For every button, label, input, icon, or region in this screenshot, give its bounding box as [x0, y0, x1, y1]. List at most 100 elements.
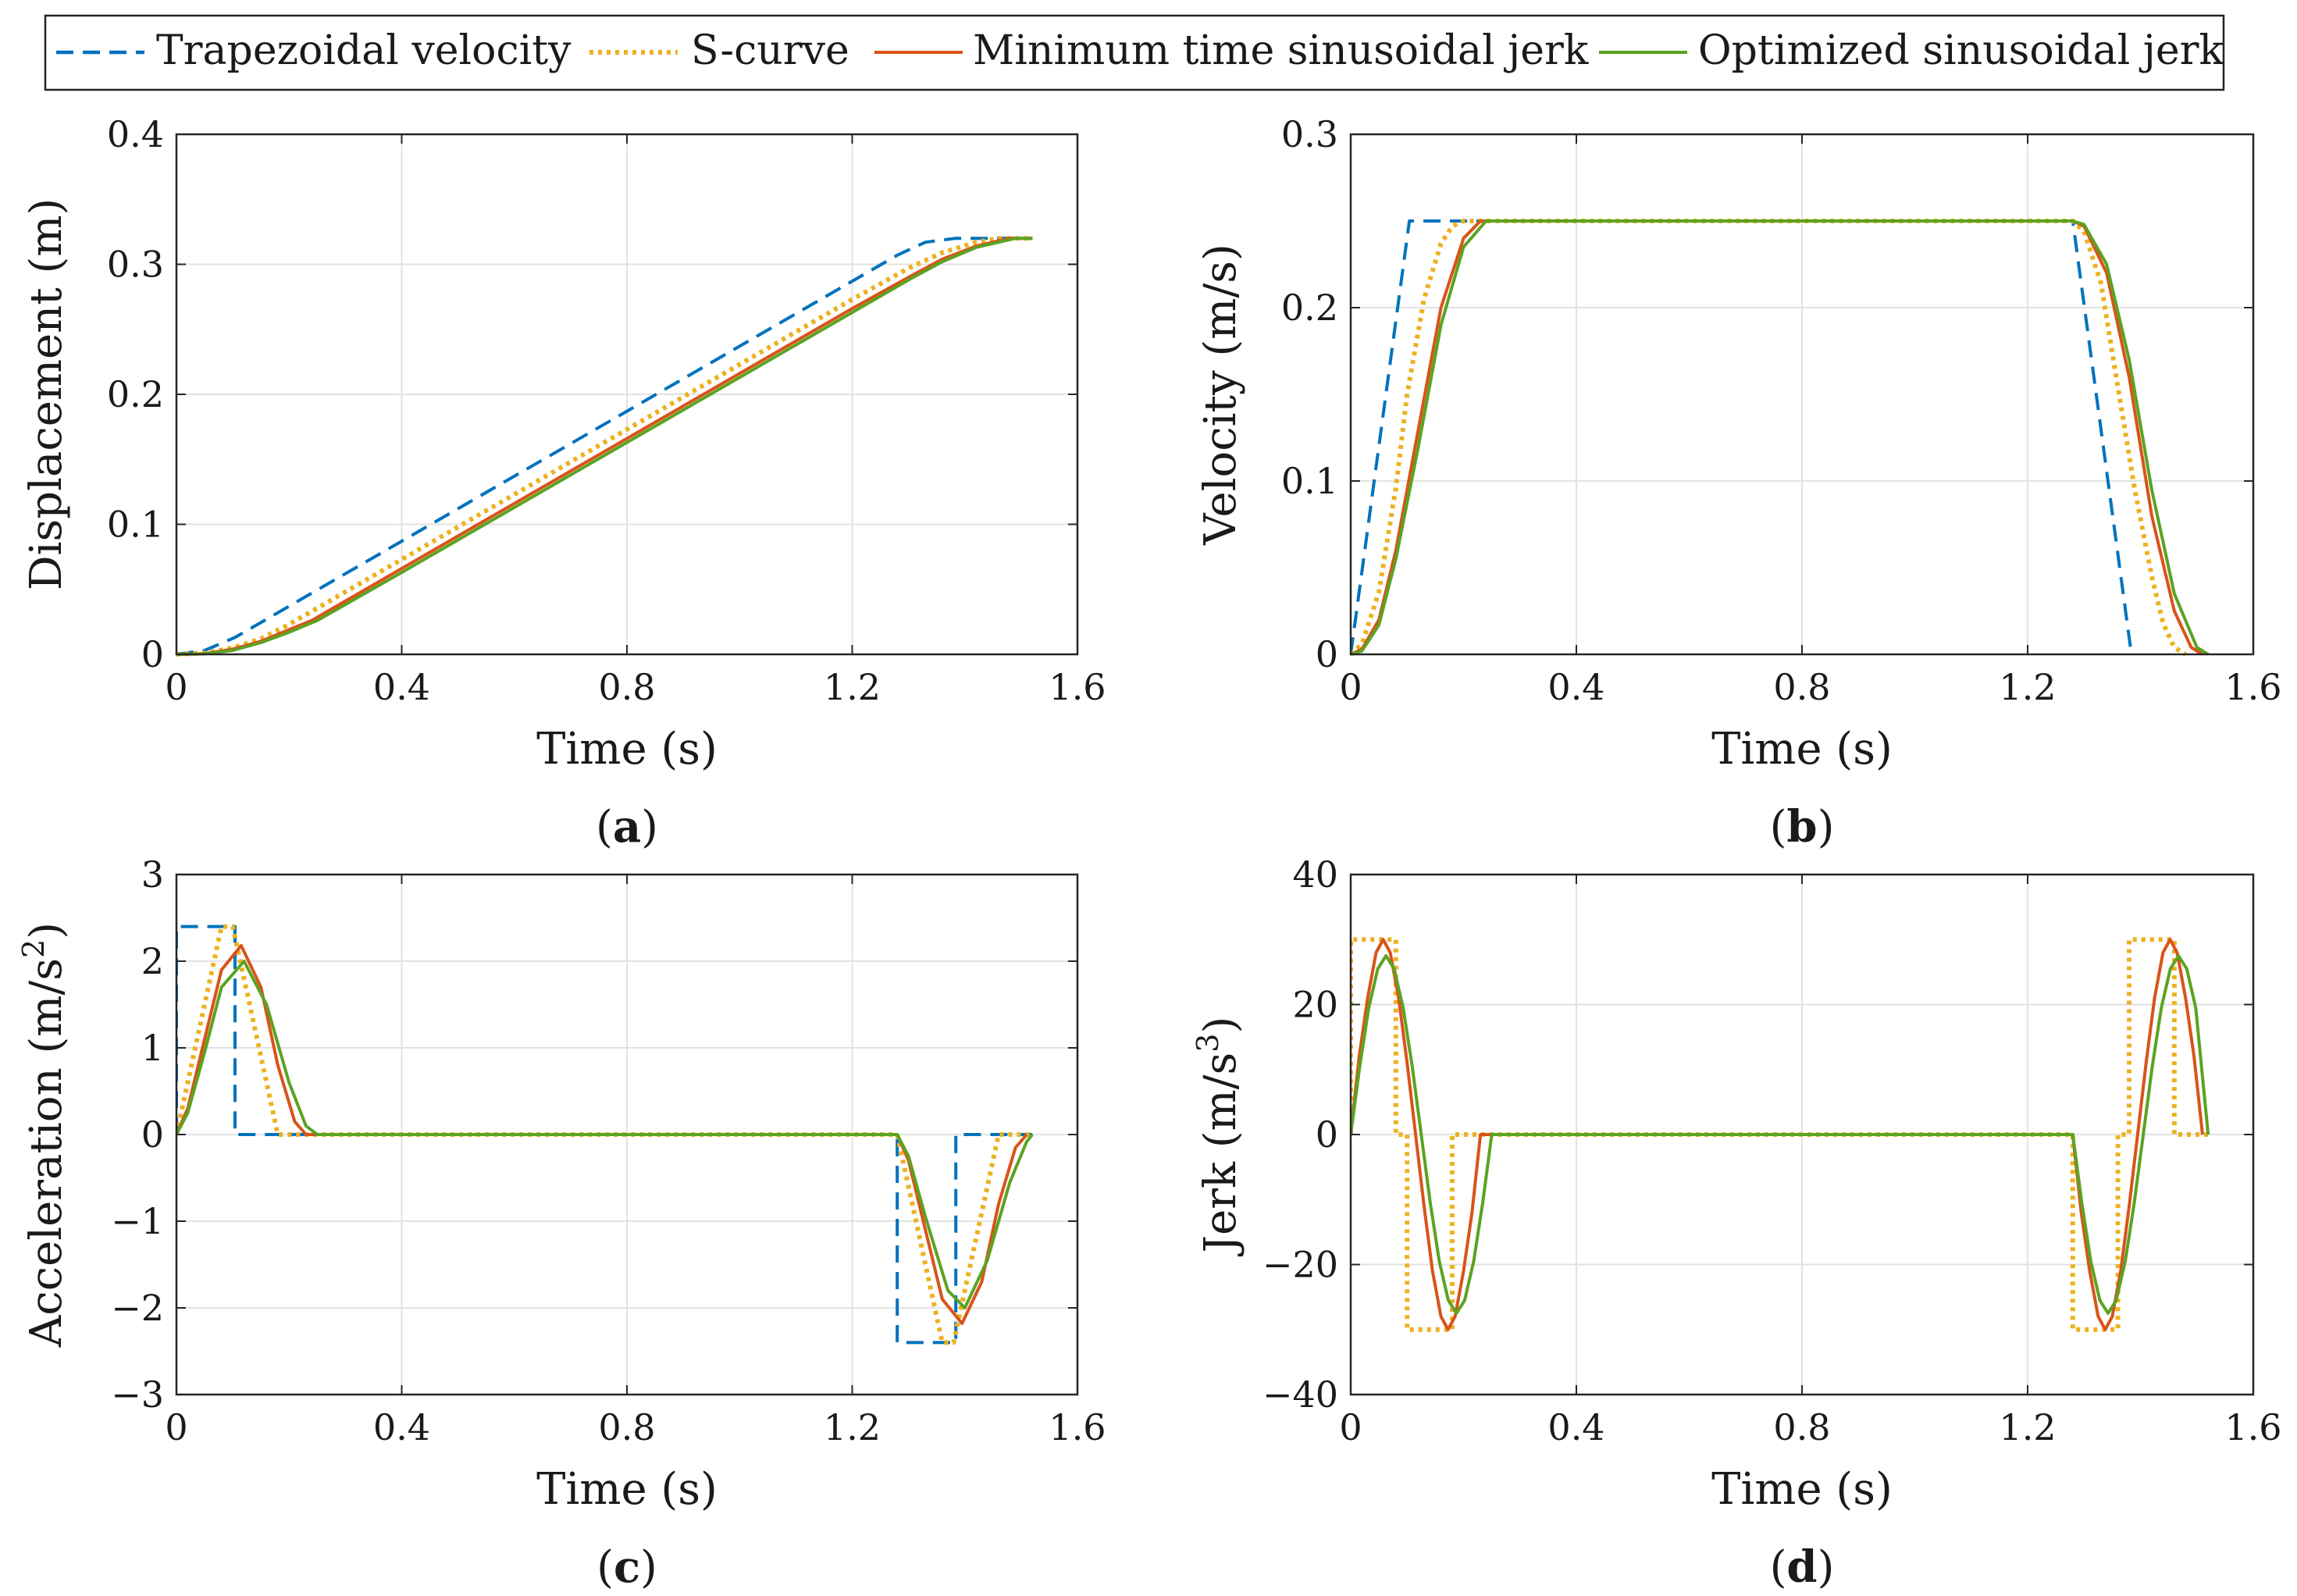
legend-entry-min-time: Minimum time sinusoidal jerk [874, 27, 1589, 74]
legend-label-s-curve: S-curve [691, 27, 849, 74]
x-tick-label: 1.6 [1049, 1406, 1106, 1448]
y-axis-label: Acceleration (m/s2) [16, 922, 72, 1348]
caption-letter: a [613, 801, 641, 853]
panel-d-jerk: 0 0.4 0.8 1.2 1.6 −40 −20 0 20 40 Time (s) Jerk (m/… [1191, 853, 2282, 1593]
caption-close-paren: ) [1818, 802, 1835, 853]
caption-open-paren: ( [1770, 1542, 1787, 1593]
y-tick-label: 0.3 [107, 244, 164, 286]
y-axis-label-text: Velocity (m/s) [1195, 244, 1246, 546]
panel-c-acceleration: 0 0.4 0.8 1.2 1.6 −3 −2 −1 0 1 2 3 Time (s) Accelerat… [16, 853, 1106, 1593]
y-tick-label: −2 [111, 1287, 164, 1329]
caption-close-paren: ) [641, 802, 658, 853]
x-tick-label: 0 [1339, 1406, 1362, 1448]
series-group [176, 236, 1033, 657]
x-tick-label: 0.4 [1547, 666, 1604, 708]
x-tick-label: 0 [165, 666, 187, 708]
y-axis-label-tail: ) [21, 922, 72, 939]
y-tick-label: 3 [141, 853, 164, 896]
x-axis-label: Time (s) [536, 1464, 718, 1515]
legend: Trapezoidal velocity S-curve Minimum tim… [44, 14, 2225, 91]
y-tick-label: 0 [1316, 1113, 1338, 1156]
y-tick-label: 0.2 [107, 373, 164, 415]
series-group [176, 924, 1034, 1345]
y-tick-label: −20 [1262, 1244, 1338, 1286]
x-tick-label: 0.8 [1773, 1406, 1830, 1448]
x-tick-label: 0.8 [1773, 666, 1830, 708]
x-axis-label: Time (s) [536, 724, 718, 775]
panel-a-displacement: 0 0.4 0.8 1.2 1.6 0 0.1 0.2 0.3 0.4 Time (s) Displa… [21, 113, 1106, 853]
y-tick-label: 1 [141, 1027, 164, 1069]
series-group [1351, 219, 2210, 657]
y-axis-label-superscript: 3 [1191, 1034, 1225, 1053]
panel-caption: (d) [1770, 1541, 1835, 1593]
panel-caption: (b) [1770, 801, 1835, 853]
series-line-trapezoidal-velocity [176, 237, 1033, 656]
x-tick-label: 1.2 [824, 1406, 881, 1448]
caption-letter: c [614, 1541, 640, 1593]
y-tick-label: 0 [1316, 633, 1338, 675]
y-axis-label-text: Displacement (m) [21, 198, 72, 591]
x-tick-label: 1.6 [1049, 666, 1106, 708]
y-axis-label-text: Acceleration (m/s [21, 958, 72, 1348]
y-tick-label: −40 [1262, 1373, 1338, 1416]
series-line-s-curve [176, 236, 1033, 657]
x-tick-label: 0 [165, 1406, 187, 1448]
x-tick-label: 1.6 [2224, 666, 2281, 708]
x-tick-label: 0.4 [373, 1406, 430, 1448]
legend-label-optimized: Optimized sinusoidal jerk [1698, 27, 2224, 74]
y-axis-label: Displacement (m) [21, 198, 72, 591]
y-tick-label: 0.2 [1281, 287, 1338, 329]
y-axis-label: Velocity (m/s) [1195, 244, 1246, 546]
x-tick-label: 0.4 [1547, 1406, 1604, 1448]
y-tick-label: 20 [1292, 984, 1338, 1026]
caption-open-paren: ( [1770, 802, 1787, 853]
y-axis-label-tail: ) [1195, 1017, 1246, 1034]
x-tick-label: 0.8 [598, 666, 655, 708]
x-tick-label: 1.2 [824, 666, 881, 708]
series-line-trapezoidal-velocity [1351, 219, 2133, 655]
series-group [1351, 937, 2210, 1332]
y-tick-label: 0 [141, 1113, 164, 1156]
series-line-trapezoidal-velocity [176, 924, 1033, 1345]
x-axis-label: Time (s) [1711, 1464, 1893, 1515]
legend-entry-optimized: Optimized sinusoidal jerk [1599, 27, 2224, 74]
caption-letter: d [1786, 1541, 1817, 1593]
x-tick-label: 1.2 [1999, 1406, 2056, 1448]
legend-box [44, 14, 2225, 91]
legend-entry-s-curve: S-curve [589, 27, 849, 74]
caption-open-paren: ( [597, 1542, 614, 1593]
panel-b-velocity: 0 0.4 0.8 1.2 1.6 0 0.1 0.2 0.3 Time (s) Velocity … [1195, 113, 2282, 853]
panel-caption: (a) [596, 801, 658, 853]
y-tick-label: 0.1 [107, 504, 164, 546]
caption-close-paren: ) [640, 1542, 657, 1593]
y-axis-label-superscript: 2 [16, 939, 51, 958]
caption-letter: b [1786, 801, 1817, 853]
y-tick-label: 0.3 [1281, 113, 1338, 155]
y-tick-label: 0 [141, 633, 164, 675]
x-axis-label: Time (s) [1711, 724, 1893, 775]
y-tick-label: −1 [111, 1200, 164, 1242]
series-line-optimized-sinusoidal-jerk [1351, 219, 2210, 656]
caption-close-paren: ) [1818, 1542, 1835, 1593]
y-axis-label: Jerk (m/s3) [1191, 1017, 1246, 1257]
legend-label-trapezoidal: Trapezoidal velocity [156, 27, 572, 74]
panel-caption: (c) [597, 1541, 657, 1593]
x-tick-label: 0.4 [373, 666, 430, 708]
series-line-optimized-sinusoidal-jerk [1351, 954, 2210, 1315]
y-tick-label: 0.4 [107, 113, 164, 155]
y-tick-label: 2 [141, 940, 164, 982]
x-tick-label: 0.8 [598, 1406, 655, 1448]
series-line-optimized-sinusoidal-jerk [176, 960, 1034, 1309]
caption-open-paren: ( [596, 802, 613, 853]
series-line-optimized-sinusoidal-jerk [176, 237, 1033, 656]
series-line-s-curve [1351, 219, 2187, 657]
legend-label-min-time: Minimum time sinusoidal jerk [973, 27, 1589, 74]
y-tick-label: 0.1 [1281, 460, 1338, 502]
x-tick-label: 1.2 [1999, 666, 2056, 708]
y-tick-label: 40 [1292, 853, 1338, 896]
x-tick-label: 0 [1339, 666, 1362, 708]
x-tick-label: 1.6 [2224, 1406, 2281, 1448]
y-tick-label: −3 [111, 1373, 164, 1416]
y-axis-label-text: Jerk (m/s [1195, 1053, 1246, 1257]
